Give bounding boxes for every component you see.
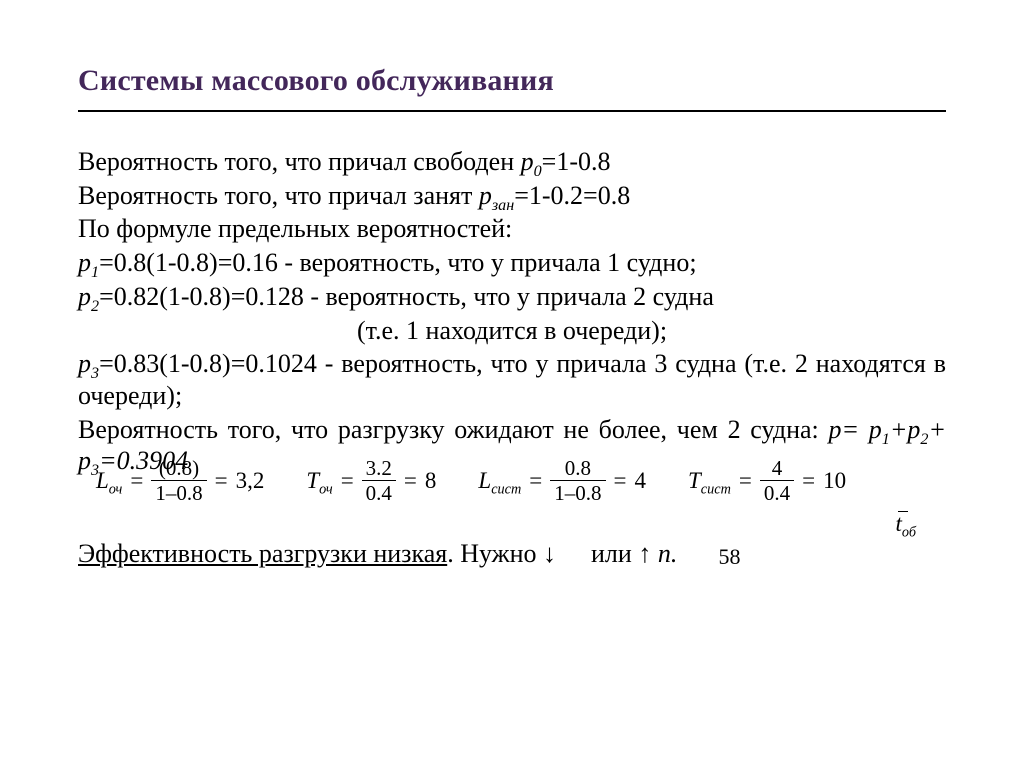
title-divider xyxy=(78,110,946,112)
var-p: p xyxy=(479,181,492,210)
var-p: p xyxy=(829,415,842,444)
slide-title: Системы массового обслуживания xyxy=(78,64,946,98)
text: = p xyxy=(842,415,882,444)
text: =0.8(1-0.8)=0.16 - вероятность, что у пр… xyxy=(99,248,696,277)
conclusion-underline: Эффективность разгрузки низкая xyxy=(78,539,447,568)
text: =0.3904 xyxy=(99,446,188,475)
conclusion-line: Эффективность разгрузки низкая. Нужно ↓ … xyxy=(78,538,946,570)
text: Вероятность того, что разгрузку ожидают … xyxy=(78,415,829,444)
text: =1-0.8 xyxy=(542,147,611,176)
sub-och: оч xyxy=(109,481,123,497)
sub-1: 1 xyxy=(882,431,890,448)
var-p: p xyxy=(78,248,91,277)
sub-3: 3 xyxy=(91,463,99,480)
denominator: 0.4 xyxy=(362,480,396,504)
sub-och: оч xyxy=(319,481,333,497)
text: Вероятность того, что причал свободен xyxy=(78,147,521,176)
sub-0: 0 xyxy=(534,163,542,180)
var-p: p xyxy=(78,349,91,378)
page-number: 58 xyxy=(719,544,741,571)
denominator: 0.4 xyxy=(760,480,794,504)
var-n: n. xyxy=(651,539,677,568)
text: =0.83(1-0.8)=0.1024 - вероятность, что у… xyxy=(78,349,946,410)
line-pzan: Вероятность того, что причал занят pзан=… xyxy=(78,180,946,212)
text: +p xyxy=(890,415,921,444)
text: или xyxy=(591,539,638,568)
line-p3: p3=0.83(1-0.8)=0.1024 - вероятность, что… xyxy=(78,348,946,411)
sub-sist: сист xyxy=(701,481,731,497)
sub-sist: сист xyxy=(491,481,521,497)
overbar xyxy=(898,511,908,512)
line-limits: По формуле предельных вероятностей: xyxy=(78,213,946,245)
denominator: 1–0.8 xyxy=(550,480,605,504)
line-p1: p1=0.8(1-0.8)=0.16 - вероятность, что у … xyxy=(78,247,946,279)
text: Вероятность того, что причал занят xyxy=(78,181,479,210)
text: =0.82(1-0.8)=0.128 - вероятность, что у … xyxy=(99,282,714,311)
line-p2: p2=0.82(1-0.8)=0.128 - вероятность, что … xyxy=(78,281,946,313)
line-p0: Вероятность того, что причал свободен p0… xyxy=(78,146,946,178)
line-psum: Вероятность того, что разгрузку ожидают … xyxy=(78,414,946,477)
slide-body: Вероятность того, что причал свободен p0… xyxy=(78,146,946,570)
line-p2-tail: (т.е. 1 находится в очереди); xyxy=(78,315,946,347)
sub-1: 1 xyxy=(91,264,99,281)
text: . Нужно xyxy=(447,539,543,568)
up-arrow-icon: ↑ xyxy=(638,539,651,568)
var-p: p xyxy=(521,147,534,176)
var-p: p xyxy=(78,282,91,311)
denominator: 1–0.8 xyxy=(151,480,206,504)
down-arrow-icon: ↓ xyxy=(543,539,556,568)
slide: Системы массового обслуживания Вероятнос… xyxy=(0,0,1024,768)
text: =1-0.2=0.8 xyxy=(514,181,630,210)
t-ob: tоб xyxy=(78,510,946,538)
sub-zan: зан xyxy=(492,197,514,214)
sub-3: 3 xyxy=(91,366,99,383)
sub-ob: об xyxy=(902,525,916,541)
sub-2: 2 xyxy=(91,298,99,315)
